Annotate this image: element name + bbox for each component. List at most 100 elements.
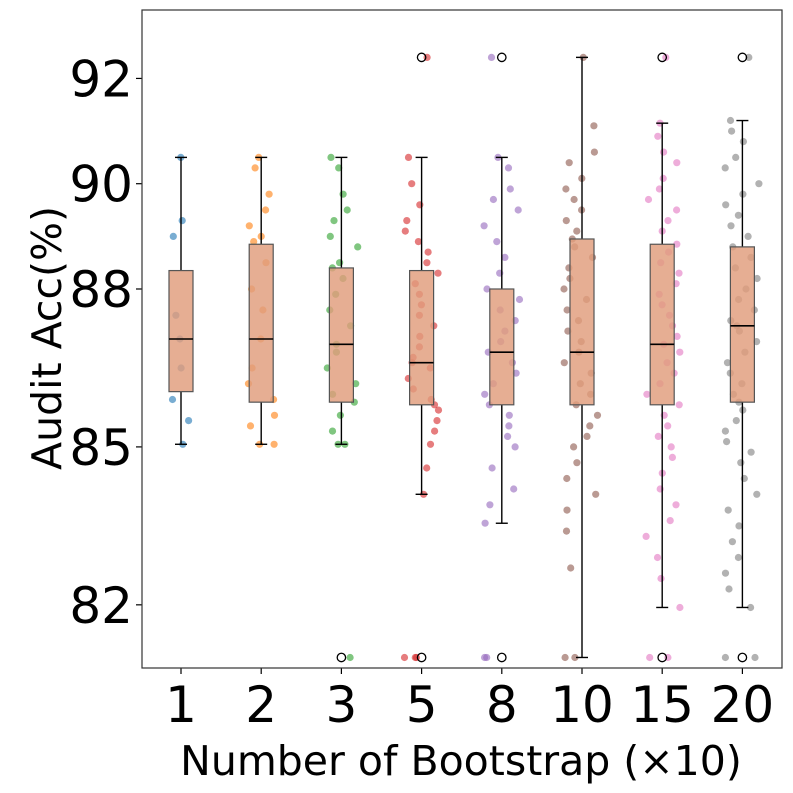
scatter-point (336, 259, 344, 267)
scatter-point (590, 122, 598, 130)
scatter-point (487, 53, 496, 62)
scatter-point (250, 238, 258, 246)
box-iqr (248, 243, 274, 403)
outliers-layer (336, 52, 748, 663)
x-tick-label: 8 (486, 676, 518, 734)
scatter-point (734, 553, 743, 562)
scatter-point (726, 116, 735, 125)
scatter-point (747, 448, 755, 456)
scatter-point (643, 390, 651, 398)
box-iqr (729, 246, 756, 403)
scatter-point (251, 164, 259, 172)
scatter-point (673, 206, 681, 214)
x-tick-label: 15 (630, 676, 694, 734)
scatter-point (753, 490, 761, 498)
axes-layer: 1 2 3 5 8 10 15 20 82 85 88 90 92 (69, 50, 774, 734)
scatter-point (505, 422, 513, 430)
scatter-point (335, 164, 343, 172)
scatter-point (657, 574, 665, 583)
y-tick-label: 90 (69, 156, 133, 214)
scatter-point (423, 259, 431, 267)
scatter-point (573, 227, 581, 235)
scatter-point (586, 422, 594, 430)
scatter-point (592, 490, 600, 498)
scatter-point (505, 411, 513, 419)
scatter-point (562, 527, 571, 535)
box-iqr (168, 269, 194, 393)
scatter-point (414, 238, 422, 246)
scatter-point (480, 222, 488, 230)
scatter-point (168, 395, 177, 404)
scatter-point (562, 217, 570, 225)
scatter-point (245, 222, 253, 230)
scatter-point (483, 285, 491, 293)
scatter-point (721, 164, 729, 172)
scatter-point (416, 201, 424, 209)
y-axis-label: Audit Acc(%) (23, 206, 71, 470)
scatter-point (326, 232, 334, 240)
scatter-point (265, 190, 273, 198)
scatter-point (722, 201, 730, 209)
scatter-point (672, 501, 680, 509)
scatter-point (510, 485, 518, 493)
scatter-point (489, 195, 497, 204)
scatter-point (401, 227, 409, 235)
outlier-marker (496, 52, 507, 63)
scatter-point (721, 653, 730, 662)
scatter-point (723, 438, 731, 446)
scatter-point (666, 517, 674, 525)
scatter-point (336, 411, 344, 419)
scatter-point (504, 432, 512, 440)
scatter-point (583, 432, 591, 440)
scatter-point (339, 190, 347, 198)
scatter-point (433, 417, 441, 425)
scatter-point (735, 522, 743, 530)
scatter-point (571, 653, 579, 662)
scatter-point (185, 417, 193, 425)
scatter-point (330, 217, 338, 225)
scatter-point (506, 185, 514, 193)
scatter-point (343, 206, 351, 214)
scatter-point (481, 653, 489, 662)
x-tick-label: 3 (325, 676, 357, 734)
box-iqr (489, 288, 515, 406)
scatter-point (434, 406, 443, 414)
x-tick-label: 20 (711, 676, 775, 734)
scatter-point (408, 180, 416, 188)
x-tick-label: 10 (550, 676, 614, 734)
outlier-marker (657, 52, 668, 63)
scatter-point (561, 653, 569, 662)
scatter-point (570, 443, 578, 451)
scatter-point (753, 274, 761, 283)
scatter-point (675, 401, 683, 409)
scatter-point (400, 653, 409, 662)
scatter-point (676, 603, 684, 612)
box-iqr (328, 267, 354, 403)
scatter-point (734, 211, 743, 219)
scatter-point (404, 153, 413, 161)
scatter-point (486, 501, 494, 509)
scatter-point (511, 443, 519, 451)
scatter-point (725, 585, 733, 593)
scatter-point (659, 174, 667, 182)
scatter-point (673, 240, 681, 248)
scatter-point (434, 269, 442, 277)
scatter-point (424, 248, 432, 256)
scatter-point (660, 148, 668, 156)
scatter-point (403, 217, 411, 225)
scatter-point (426, 440, 435, 448)
scatter-point (563, 306, 571, 314)
scatter-point (755, 180, 763, 188)
scatter-point (673, 332, 681, 340)
scatter-point (721, 569, 730, 577)
scatter-point (327, 153, 335, 161)
scatter-point (723, 359, 732, 367)
scatter-point (721, 427, 730, 435)
x-tick-label: 2 (245, 676, 277, 734)
scatter-point (676, 348, 684, 356)
scatter-point (673, 159, 681, 167)
y-tick-label: 92 (69, 50, 133, 108)
scatter-point (642, 532, 650, 541)
scatter-point (728, 127, 736, 135)
